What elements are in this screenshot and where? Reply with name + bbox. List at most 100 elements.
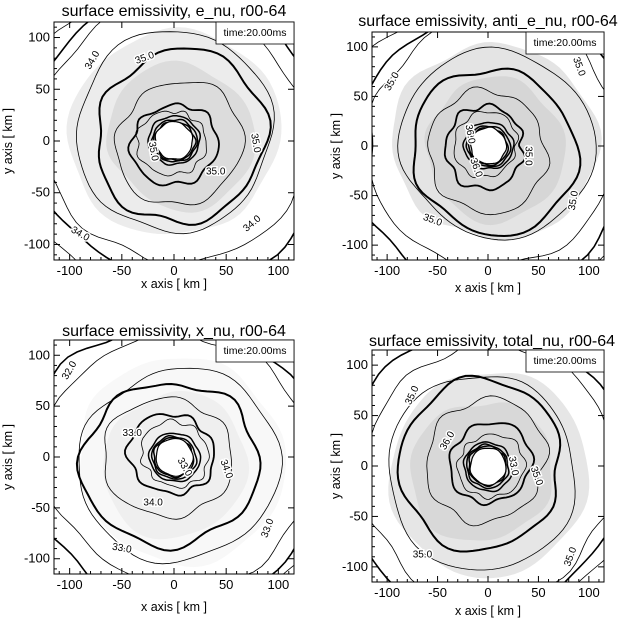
plot-area: 35.036.035.033.0 35.035.0: [372, 350, 604, 582]
chart-title: surface emissivity, e_nu, r00-64: [62, 3, 287, 20]
contour-line: [97, 47, 272, 226]
y-axis-label: y axis [ km ]: [1, 108, 15, 174]
time-annotation: time:20.00ms: [223, 345, 286, 357]
y-tick-label: 100: [28, 347, 50, 362]
contour-line: [113, 81, 246, 206]
contour-label: 35.0: [206, 167, 226, 178]
contour-label: 33.0: [506, 455, 520, 477]
x-axis-label: x axis [ km ]: [141, 600, 207, 614]
y-tick-label: -100: [342, 237, 368, 252]
y-tick-label: 100: [346, 39, 368, 54]
x-tick-label: 100: [267, 263, 289, 278]
y-tick-label: -100: [24, 236, 50, 251]
time-annotation: time:20.00ms: [533, 355, 596, 367]
x-tick-label: 100: [578, 263, 600, 278]
x-tick-label: -100: [57, 263, 83, 278]
contour-line: [397, 46, 597, 241]
contour-core-ring: [465, 125, 512, 168]
contour-line: [388, 376, 576, 571]
contour-line: [396, 374, 562, 553]
contour-line: [455, 433, 528, 500]
y-tick-label: -100: [342, 559, 368, 574]
y-axis-label: y axis [ km ]: [329, 113, 343, 179]
contour-core-ring: [462, 441, 514, 493]
x-tick-label: 50: [219, 577, 233, 592]
contour-line: [135, 110, 207, 177]
plot-area: 34.0 35.035.035.035.034.0 34.0: [54, 22, 294, 260]
contour-label: 35.0: [413, 549, 433, 560]
contour-core-ring: [153, 121, 197, 162]
contour-label: 34.0: [143, 497, 163, 508]
contour-line: [78, 367, 283, 565]
contour-line: [127, 102, 220, 187]
contour-line: [427, 86, 551, 216]
core-region: [154, 120, 194, 160]
x-axis-label: x axis [ km ]: [141, 277, 207, 291]
contour-line: [443, 102, 526, 192]
x-tick-label: 50: [531, 263, 545, 278]
time-annotation-box: [215, 339, 295, 363]
x-tick-label: 0: [484, 585, 491, 600]
contour-line: [453, 111, 520, 179]
contour-core-ring: [465, 443, 510, 490]
contour-line: [448, 422, 536, 507]
contour-label: 36.0: [463, 124, 477, 146]
chart-panel-2: 35.035.036.036.035.035.035.0-100 -50 0 50 10…: [329, 13, 618, 295]
x-tick-label: 0: [484, 263, 491, 278]
chart-panel-1: 34.0 35.035.035.035.034.0 34.0-100 -50 0 50 10…: [1, 3, 295, 291]
contour-label: 35.0: [567, 190, 581, 212]
time-annotation-box: [525, 31, 605, 55]
y-axis-label: y axis [ km ]: [329, 433, 343, 499]
y-tick-label: 0: [43, 449, 50, 464]
x-tick-label: 0: [170, 263, 177, 278]
chart-title: surface emissivity, x_nu, r00-64: [62, 323, 286, 340]
x-tick-label: -100: [374, 263, 400, 278]
x-tick-label: 50: [219, 263, 233, 278]
y-tick-label: 0: [43, 133, 50, 148]
contour-core-ring: [147, 114, 201, 166]
x-axis-label: x axis [ km ]: [455, 604, 521, 618]
y-tick-label: 50: [36, 398, 50, 413]
contour-core-ring: [462, 121, 515, 170]
core-region: [469, 126, 508, 165]
core-region: [469, 447, 507, 486]
contour-line: [412, 67, 582, 238]
chart-panel-3: 32.033.034.033.0 34.033.033.0-100 -50 0 50 10…: [1, 323, 295, 614]
x-tick-label: 100: [578, 585, 600, 600]
core-region: [155, 437, 194, 477]
contour-line: [426, 395, 551, 527]
y-tick-label: 50: [354, 88, 368, 103]
y-tick-label: 50: [354, 408, 368, 423]
time-annotation-box: [215, 21, 295, 45]
x-tick-label: -100: [374, 585, 400, 600]
time-annotation-box: [525, 349, 605, 373]
y-tick-label: -50: [31, 185, 50, 200]
time-annotation: time:20.00ms: [533, 37, 596, 49]
y-tick-label: -50: [349, 188, 368, 203]
x-tick-label: 50: [531, 585, 545, 600]
chart-title: surface emissivity, total_nu, r00-64: [369, 333, 615, 350]
chart-title: surface emissivity, anti_e_nu, r00-64: [358, 13, 617, 30]
y-tick-label: 50: [36, 81, 50, 96]
contour-line: [75, 31, 275, 235]
y-tick-label: 0: [361, 138, 368, 153]
y-tick-label: -50: [31, 500, 50, 515]
x-tick-label: -100: [57, 577, 83, 592]
y-axis-label: y axis [ km ]: [1, 424, 15, 490]
contour-core-ring: [150, 118, 199, 163]
contour-line: [75, 382, 262, 552]
y-tick-label: -50: [349, 508, 368, 523]
contour-core-ring: [150, 434, 198, 480]
contour-label: 35.0: [523, 146, 534, 166]
contour-line: [139, 418, 210, 489]
y-tick-label: 100: [28, 30, 50, 45]
x-tick-label: -50: [112, 263, 131, 278]
contour-label: 35.0: [146, 141, 160, 163]
chart-panel-4: 35.036.035.033.0 35.035.0-100 -50 0 50 100-10…: [329, 333, 615, 618]
contour-label: 35.0: [248, 133, 262, 155]
x-tick-label: -50: [428, 263, 447, 278]
contour-core-ring: [147, 432, 202, 483]
contour-line: [124, 413, 215, 497]
